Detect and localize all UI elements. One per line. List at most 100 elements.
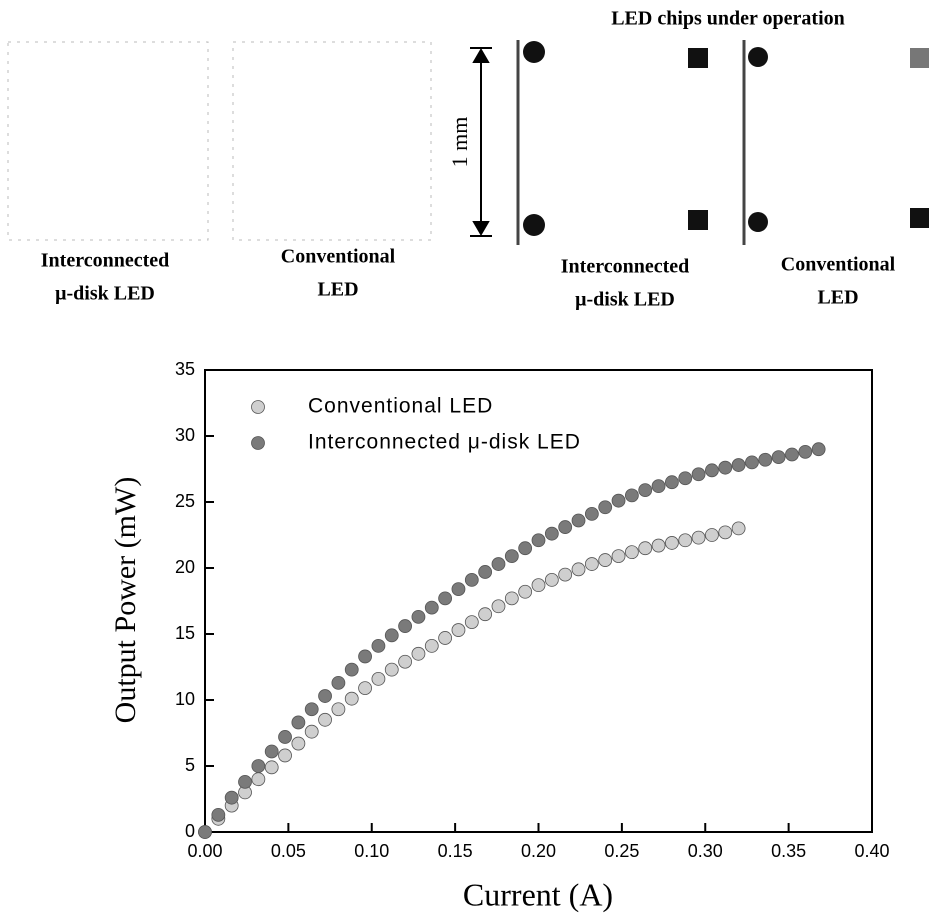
data-point: [571, 562, 586, 577]
data-point: [264, 744, 279, 759]
panel-label: LED: [317, 279, 358, 301]
y-tick-label: 15: [175, 623, 195, 643]
data-point: [678, 471, 693, 486]
data-point: [811, 442, 826, 457]
data-point: [558, 520, 573, 534]
data-point: [611, 549, 626, 564]
panel-labels: Interconnected μ-disk LED Conventional LED I…: [41, 246, 896, 311]
data-point: [771, 450, 786, 465]
y-tick-label: 0: [185, 821, 195, 841]
legend-marker: [251, 400, 265, 414]
panel-label: Interconnected: [41, 250, 170, 272]
data-point: [665, 536, 679, 550]
pad: [910, 208, 929, 228]
data-point: [691, 467, 706, 482]
data-point: [584, 557, 599, 571]
data-point: [358, 681, 372, 696]
data-point: [558, 567, 573, 582]
data-point: [451, 582, 466, 597]
y-axis-title: Output Power (mW): [109, 477, 142, 724]
data-point: [398, 654, 413, 669]
data-point: [344, 691, 359, 706]
data-point: [331, 702, 346, 717]
photo-panels: [7, 40, 746, 245]
data-point: [251, 759, 266, 773]
data-point: [745, 455, 759, 470]
data-point: [504, 549, 519, 564]
data-point: [638, 541, 653, 556]
data-point: [278, 730, 292, 744]
data-point: [504, 591, 519, 606]
data-point: [304, 724, 319, 739]
data-point: [411, 609, 426, 624]
scale-arrows: [472, 48, 490, 236]
x-tick-label: 0.30: [688, 841, 723, 861]
data-point: [331, 675, 346, 690]
data-point: [424, 638, 439, 653]
data-point: [438, 631, 453, 645]
data-point: [651, 479, 666, 494]
y-tick-label: 30: [175, 425, 195, 445]
pad: [688, 48, 708, 68]
scale-label: 1 mm: [447, 117, 472, 168]
data-point: [691, 530, 706, 545]
scale-bar: [470, 47, 492, 237]
data-point: [758, 452, 773, 467]
panel-label: μ-disk LED: [575, 289, 675, 311]
data-point: [384, 628, 399, 643]
panel-label: Interconnected: [561, 256, 690, 278]
pad: [748, 212, 768, 232]
data-point: [478, 607, 493, 622]
data-point: [304, 702, 319, 717]
y-tick-label: 35: [175, 359, 195, 379]
data-point: [624, 545, 639, 560]
legend-marker: [251, 436, 265, 450]
y-tick-label: 5: [185, 755, 195, 775]
data-point: [571, 513, 586, 528]
data-point: [211, 807, 226, 822]
data-point: [224, 790, 239, 805]
data-point: [198, 825, 212, 839]
figure-header: LED chips under operation: [611, 8, 845, 30]
chip-pads: [523, 41, 929, 236]
x-tick-label: 0.20: [521, 841, 556, 861]
data-point: [531, 578, 546, 593]
data-point: [651, 538, 666, 553]
data-point: [798, 444, 813, 459]
data-point: [491, 599, 506, 614]
data-point: [491, 557, 506, 571]
data-point: [398, 619, 413, 633]
panel-label: Conventional: [781, 254, 896, 276]
data-point: [411, 646, 426, 661]
data-point: [678, 533, 693, 548]
data-point: [278, 748, 292, 763]
data-point: [598, 500, 613, 515]
data-point: [731, 521, 746, 536]
y-tick-label: 25: [175, 491, 195, 511]
data-point: [705, 528, 719, 542]
x-tick-label: 0.05: [271, 841, 306, 861]
data-point: [584, 506, 599, 521]
data-point: [318, 712, 332, 727]
data-point: [638, 483, 653, 498]
data-point: [451, 623, 466, 637]
x-tick-label: 0.25: [604, 841, 639, 861]
data-point: [531, 533, 546, 548]
panel-label: Conventional: [281, 246, 396, 268]
data-point: [291, 736, 306, 751]
x-tick-label: 0.40: [854, 841, 889, 861]
panel-label: μ-disk LED: [55, 283, 155, 305]
data-point: [424, 600, 439, 615]
data-point: [318, 689, 332, 703]
data-point: [544, 572, 559, 587]
data-point: [478, 565, 493, 579]
data-point: [598, 553, 613, 567]
pad: [688, 210, 708, 230]
x-tick-label: 0.10: [354, 841, 389, 861]
data-point: [611, 493, 626, 508]
pad: [523, 214, 545, 236]
data-point: [371, 638, 386, 653]
panel-frame: [7, 41, 209, 241]
